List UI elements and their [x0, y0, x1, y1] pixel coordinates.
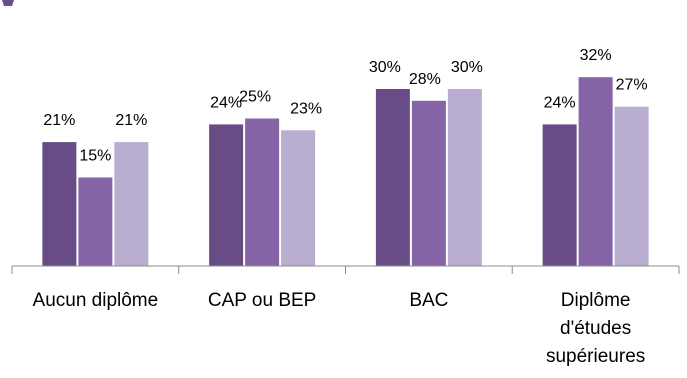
data-label-s2-c4: 32% — [580, 47, 612, 64]
bar-s1-c4 — [542, 124, 577, 267]
bar-s2-c2 — [245, 118, 280, 266]
legend-marker-fragment — [2, 0, 14, 6]
category-label-3: BAC — [409, 290, 448, 311]
bar-s3-c1 — [114, 142, 149, 266]
bar-s1-c1 — [42, 142, 77, 266]
data-label-s1-c4: 24% — [544, 94, 576, 111]
bar-s1-c2 — [209, 124, 244, 267]
data-label-s2-c3: 28% — [409, 71, 441, 88]
data-label-s1-c1: 21% — [43, 112, 75, 129]
data-label-s1-c2: 24% — [210, 94, 242, 111]
data-label-s2-c1: 15% — [79, 148, 111, 165]
category-label-4: Diplôme d'études supérieures — [546, 290, 645, 367]
category-label-2: CAP ou BEP — [208, 290, 316, 311]
category-label-1: Aucun diplôme — [33, 290, 159, 311]
bar-s1-c3 — [375, 89, 410, 266]
data-label-s3-c3: 30% — [451, 59, 483, 76]
bar-s2-c1 — [78, 177, 113, 266]
data-label-s1-c3: 30% — [369, 59, 401, 76]
bar-s2-c3 — [411, 100, 446, 266]
data-label-s3-c1: 21% — [115, 112, 147, 129]
data-label-s3-c2: 23% — [290, 100, 322, 117]
bar-s3-c2 — [281, 130, 316, 266]
data-label-s2-c2: 25% — [239, 89, 271, 106]
bar-s3-c4 — [614, 106, 649, 266]
bar-s2-c4 — [578, 77, 613, 266]
data-label-s3-c4: 27% — [616, 77, 648, 94]
bar-s3-c3 — [447, 89, 482, 266]
